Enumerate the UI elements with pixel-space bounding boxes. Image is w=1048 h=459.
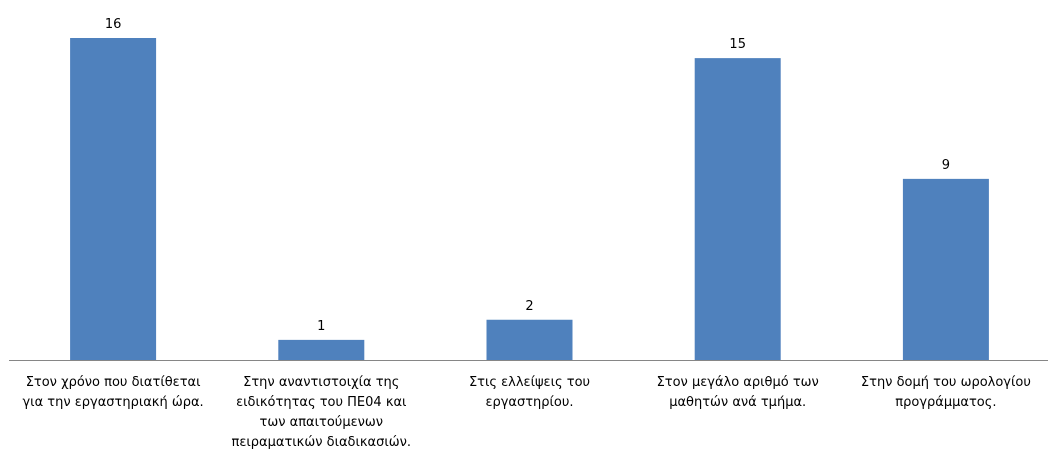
- x-tick-label: Στην αναντιστοιχία της ειδικότητας του Π…: [231, 375, 412, 450]
- data-label: 16: [105, 17, 122, 32]
- data-label: 15: [729, 37, 746, 52]
- x-tick-label: Στον μεγάλο αριθμό των μαθητών ανά τμήμα…: [656, 375, 819, 410]
- x-tick-label: Στις ελλείψεις του εργαστηρίου.: [468, 375, 591, 410]
- x-tick-label: Στον χρόνο που διατίθεται για την εργαστ…: [22, 375, 204, 410]
- data-label: 9: [942, 158, 950, 173]
- data-label: 1: [317, 319, 325, 334]
- bar: [486, 319, 573, 360]
- bar: [278, 339, 365, 360]
- bar: [70, 38, 157, 360]
- bar: [694, 58, 781, 360]
- bar: [902, 178, 989, 360]
- x-tick-label: Στην δομή του ωρολογίου προγράμματος.: [860, 375, 1031, 410]
- data-label: 2: [525, 299, 533, 314]
